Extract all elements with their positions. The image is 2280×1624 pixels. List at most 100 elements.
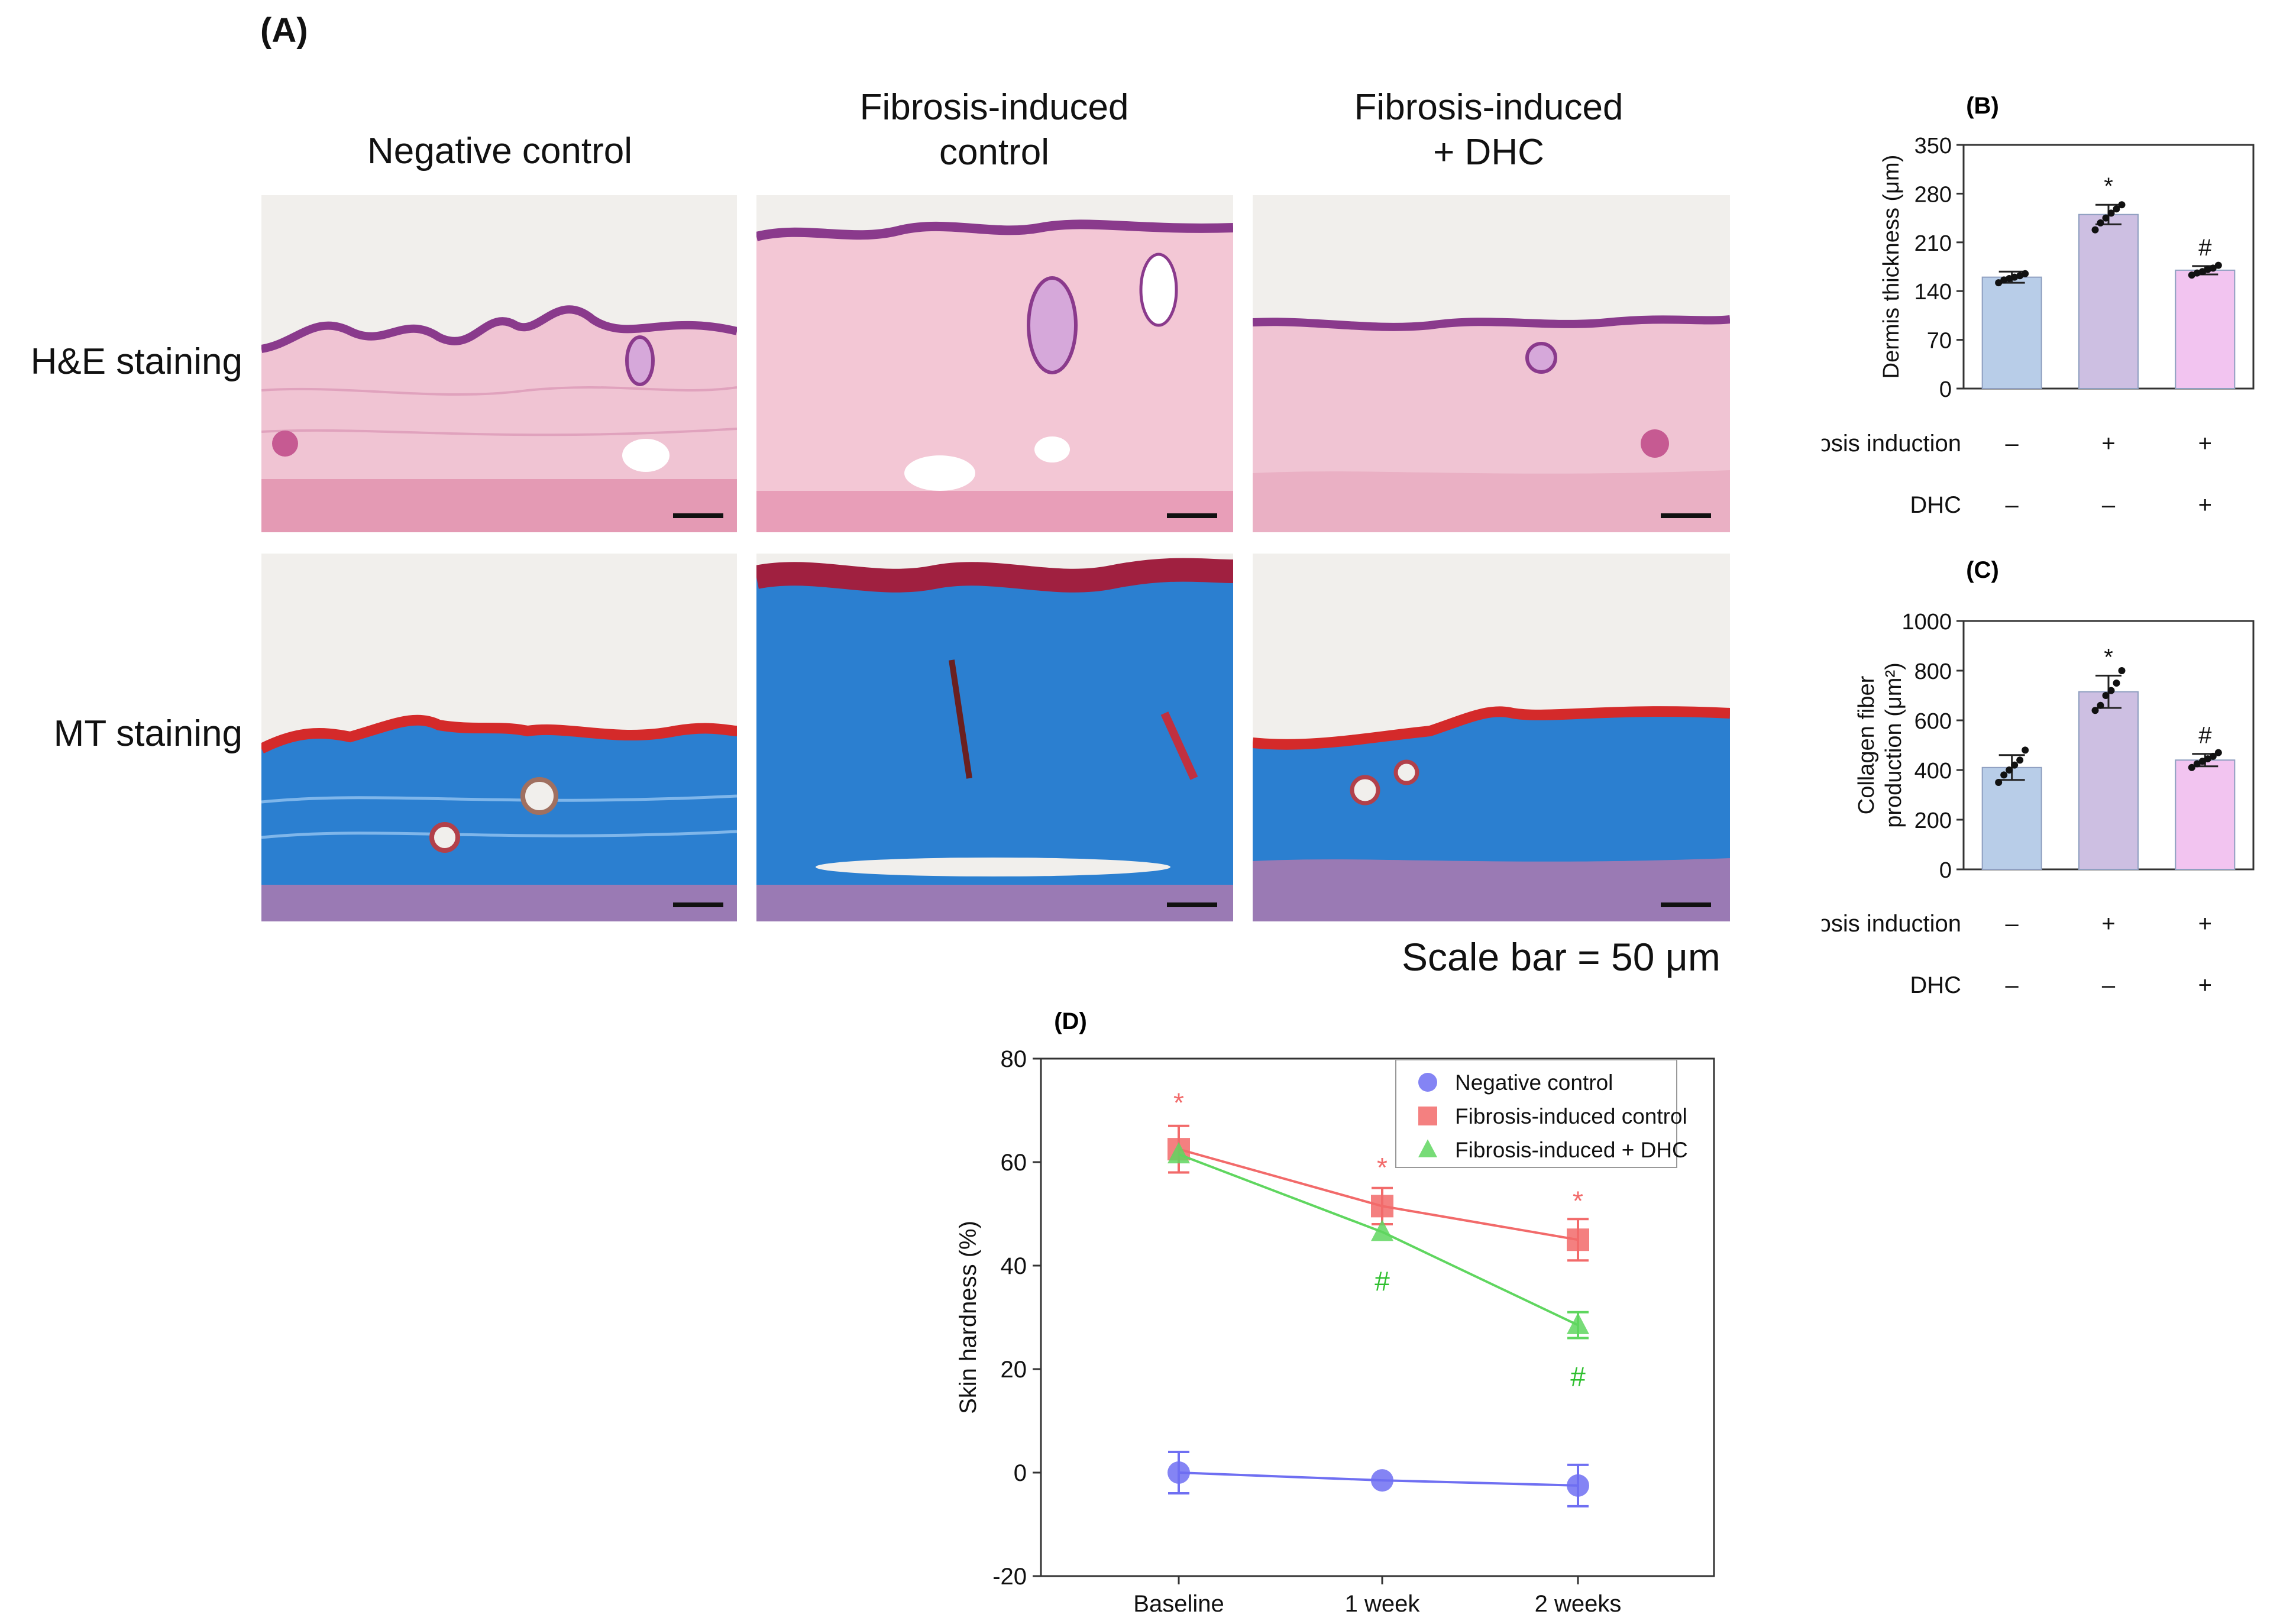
legend-label: Fibrosis-induced control	[1455, 1104, 1687, 1128]
x-tick-label: 2 weeks	[1535, 1591, 1622, 1617]
data-point	[2022, 270, 2029, 277]
data-point	[2193, 760, 2201, 768]
y-tick-label: -20	[992, 1564, 1027, 1590]
column-title-negative-control: Negative control	[367, 131, 633, 172]
y-axis-label: Collagen fiber production (μm²)	[1854, 662, 1906, 828]
significance-mark: *	[1377, 1152, 1388, 1183]
data-point	[2011, 273, 2019, 281]
condition-value: +	[2198, 972, 2212, 998]
condition-value: –	[2006, 431, 2019, 457]
y-tick-label: 40	[1001, 1253, 1027, 1279]
data-point	[2091, 707, 2099, 714]
condition-value: +	[2198, 911, 2212, 937]
scale-bar	[1167, 513, 1217, 518]
legend-marker	[1418, 1107, 1437, 1125]
y-tick-label: 280	[1914, 182, 1952, 207]
chart-d-label: (D)	[1054, 1008, 1087, 1034]
x-tick-label: Baseline	[1133, 1591, 1224, 1617]
y-tick-label: 0	[1014, 1460, 1027, 1486]
data-point	[2006, 766, 2013, 774]
significance-mark: *	[2104, 644, 2113, 670]
data-point	[1567, 1474, 1589, 1497]
condition-value: –	[2006, 972, 2019, 998]
scale-bar	[673, 513, 723, 518]
column-title-fibrosis-induced-control: Fibrosis-induced control	[859, 87, 1129, 173]
significance-mark: *	[1573, 1186, 1583, 1217]
y-tick-label: 140	[1914, 280, 1952, 305]
bar	[1981, 276, 2042, 389]
micrograph-he-fibrosis-control	[756, 195, 1233, 532]
condition-value: –	[2006, 911, 2019, 937]
data-point	[2097, 701, 2104, 709]
condition-value: +	[2198, 492, 2212, 518]
bar	[2078, 213, 2139, 389]
column-title-fibrosis-induced-dhc: Fibrosis-induced + DHC	[1354, 87, 1624, 173]
data-point	[2193, 269, 2201, 277]
y-tick-label: 1000	[1901, 610, 1952, 635]
data-point	[2022, 746, 2029, 754]
data-point	[2102, 692, 2110, 699]
scale-bar	[1167, 902, 1217, 907]
data-point	[2204, 266, 2211, 273]
legend-label: Negative control	[1455, 1070, 1613, 1095]
data-point	[2209, 752, 2217, 760]
data-point	[2107, 687, 2115, 694]
chart-c-label: (C)	[1966, 557, 1999, 583]
legend-marker	[1418, 1139, 1437, 1157]
scale-bar	[1661, 902, 1711, 907]
data-point	[2102, 214, 2110, 222]
chart-c: (C) 0 200 400 600 800 1000 Collagen fiber produ…	[1822, 557, 2255, 998]
data-point	[1168, 1461, 1190, 1484]
condition-value: +	[2198, 431, 2212, 457]
micrograph-mt-fibrosis-dhc	[1253, 554, 1730, 921]
y-tick-label: 70	[1927, 329, 1952, 354]
data-point	[1371, 1219, 1393, 1241]
data-point	[2016, 272, 2024, 280]
row-title-mt-staining: MT staining	[53, 713, 242, 754]
condition-value: –	[2102, 972, 2116, 998]
y-tick-label: 20	[1001, 1357, 1027, 1383]
y-tick-label: 200	[1914, 808, 1952, 833]
legend-label: Fibrosis-induced + DHC	[1455, 1138, 1688, 1162]
y-tick-label: 60	[1001, 1150, 1027, 1176]
chart-b: (B) 0 70 140 210 280 350 Dermis thickness (μm)…	[1822, 93, 2255, 518]
bar	[2175, 269, 2236, 389]
data-point	[2198, 268, 2206, 276]
y-axis-label: Dermis thickness (μm)	[1879, 155, 1904, 379]
chart-d: (D) -20 0 20 40 60 80 Baseline 1 week 2 weeks Ski…	[955, 1008, 1715, 1617]
bar	[1981, 766, 2042, 870]
significance-mark: *	[2104, 173, 2113, 199]
data-point	[2011, 761, 2019, 769]
data-point	[1567, 1228, 1589, 1251]
significance-mark: #	[2198, 723, 2212, 749]
y-tick-label: 800	[1914, 659, 1952, 684]
micrograph-he-negative-control	[261, 195, 737, 532]
condition-label: DHC	[1910, 492, 1961, 518]
significance-mark: #	[1570, 1361, 1586, 1392]
data-point	[2198, 758, 2206, 765]
data-point	[2000, 276, 2008, 284]
bar	[2175, 759, 2236, 871]
significance-mark: #	[1375, 1266, 1390, 1296]
data-point	[2006, 275, 2013, 283]
y-tick-label: 0	[1939, 858, 1952, 883]
bar	[2078, 691, 2139, 870]
y-tick-label: 350	[1914, 134, 1952, 158]
micrograph-he-fibrosis-dhc	[1253, 195, 1730, 532]
significance-mark: #	[2198, 235, 2212, 261]
panel-a-label: (A)	[260, 11, 308, 50]
condition-value: –	[2102, 492, 2116, 518]
y-axis-label-line: production (μm²)	[1881, 662, 1906, 828]
legend-box	[1395, 1059, 1677, 1168]
data-point	[2188, 271, 2195, 279]
data-point	[2214, 261, 2222, 269]
y-tick-label: 210	[1914, 231, 1952, 256]
plot-frame	[1040, 1057, 1715, 1577]
y-tick-label: 600	[1914, 709, 1952, 734]
scale-bar	[1661, 513, 1711, 518]
condition-value: –	[2006, 492, 2019, 518]
data-point	[2209, 264, 2217, 272]
micrograph-mt-negative-control	[261, 554, 737, 921]
row-title-he-staining: H&E staining	[30, 341, 242, 382]
y-tick-label: 400	[1914, 759, 1952, 784]
